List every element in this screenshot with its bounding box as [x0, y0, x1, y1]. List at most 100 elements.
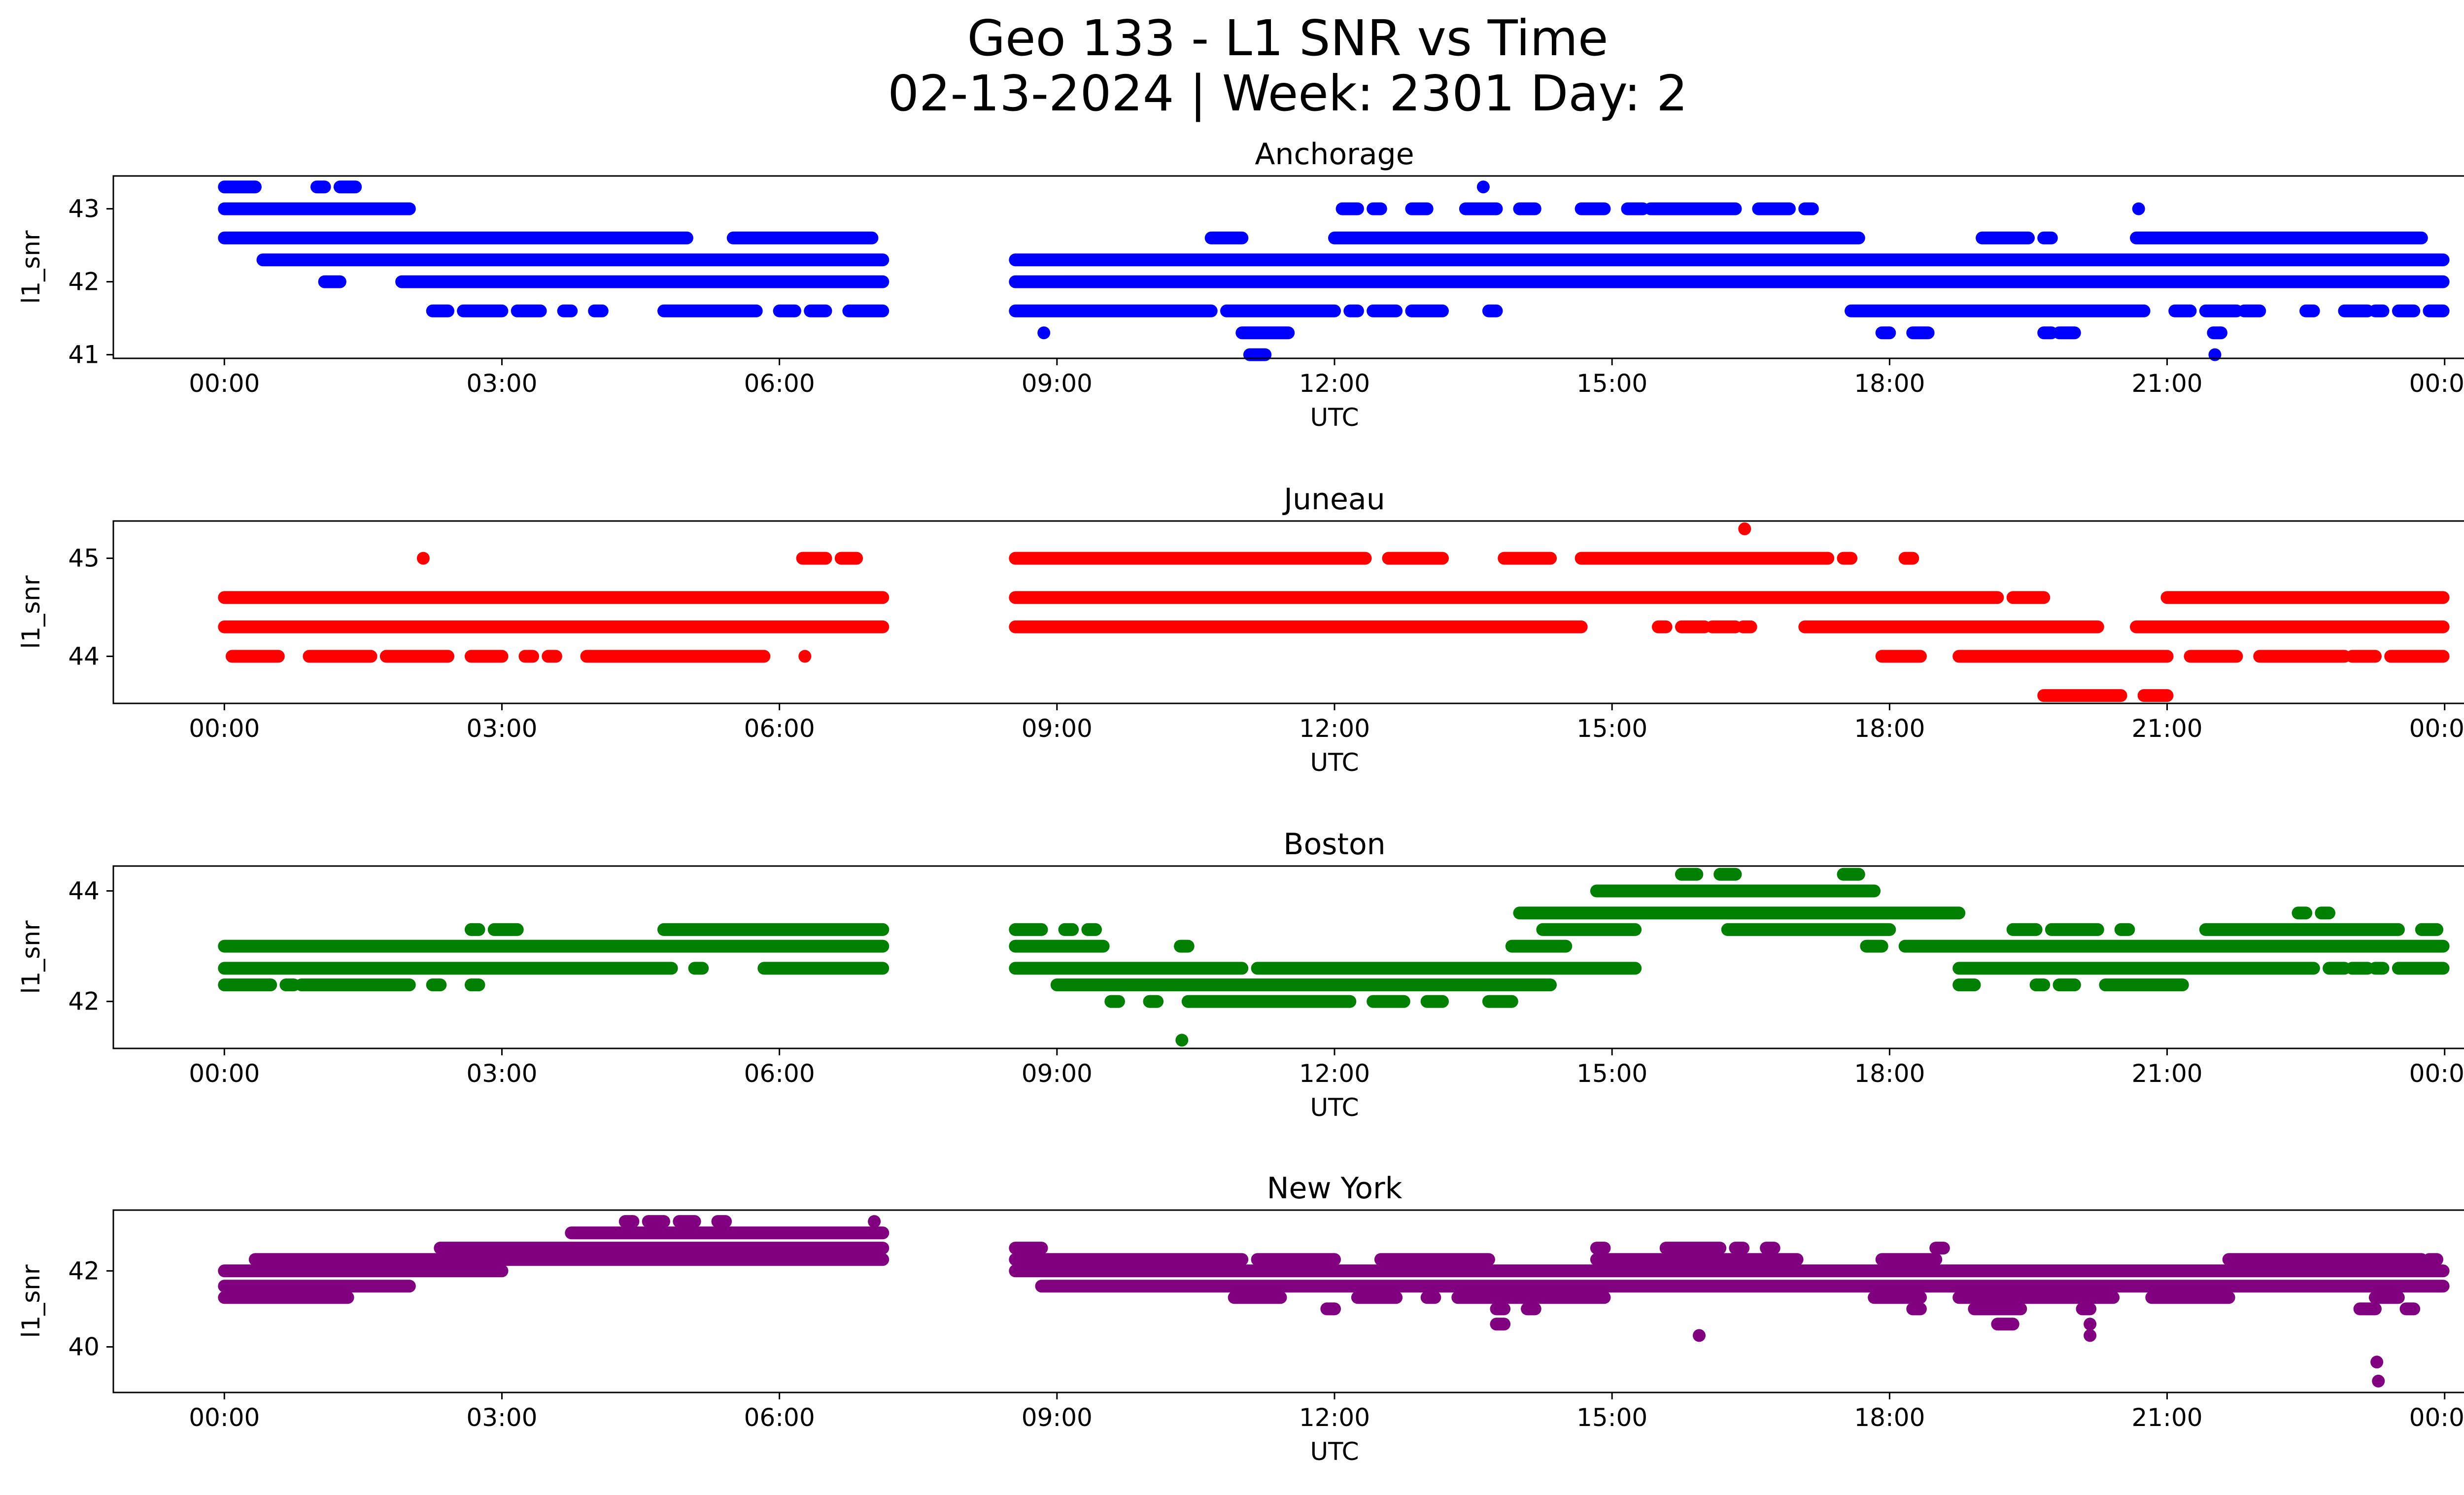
x-tick-label: 18:00 — [1854, 369, 1925, 398]
x-tick-label: 00:00 — [189, 1059, 260, 1088]
data-point-run — [1335, 202, 1364, 215]
data-point-run — [804, 304, 832, 317]
data-point-run — [1952, 1291, 2120, 1304]
data-point-run — [1009, 923, 1048, 936]
plot-frame — [112, 520, 2464, 704]
data-point-run — [2392, 304, 2421, 317]
x-tick-label: 00:00 — [189, 369, 260, 398]
series-boston — [218, 868, 2450, 1047]
x-tick-label: 12:00 — [1299, 1059, 1370, 1088]
data-point-run — [1521, 1302, 1541, 1316]
data-point-run — [1721, 923, 1896, 936]
data-point — [1738, 522, 1751, 535]
data-point-run — [2346, 962, 2374, 975]
data-point-run — [1050, 978, 1557, 992]
data-point-run — [511, 304, 547, 317]
series-new-york — [218, 1215, 2450, 1388]
data-point-run — [218, 180, 262, 194]
data-point-run — [2168, 304, 2197, 317]
data-point-run — [1035, 1280, 2450, 1293]
data-point-run — [1644, 202, 1742, 215]
x-tick-label: 06:00 — [744, 1403, 815, 1432]
x-tick-label: 12:00 — [1299, 714, 1370, 743]
data-point-run — [1009, 1264, 2450, 1278]
data-point-run — [1251, 962, 1642, 975]
x-axis-label: UTC — [1310, 748, 1359, 777]
data-point-run — [2399, 1302, 2421, 1316]
data-point-run — [2353, 1302, 2382, 1316]
data-point-run — [673, 1215, 701, 1228]
x-tick-label: 15:00 — [1576, 714, 1647, 743]
data-point-run — [1181, 995, 1357, 1008]
data-point-run — [218, 939, 890, 953]
data-point — [1037, 326, 1051, 340]
data-point-run — [1343, 304, 1364, 317]
y-axis-label: l1_snr — [17, 575, 45, 649]
data-point-run — [1976, 231, 2035, 244]
data-point-run — [1536, 923, 1642, 936]
figure-title-line-1: Geo 133 - L1 SNR vs Time — [967, 9, 1608, 67]
x-tick-label: 03:00 — [466, 714, 537, 743]
data-point-run — [557, 304, 578, 317]
data-point — [1175, 1034, 1189, 1047]
data-point-run — [333, 180, 362, 194]
data-point-run — [1251, 1253, 1341, 1266]
data-point-run — [1875, 326, 1896, 340]
data-point-run — [1675, 620, 1711, 633]
data-point-run — [2368, 962, 2390, 975]
data-point-run — [1798, 620, 2104, 633]
data-point — [2370, 1356, 2384, 1369]
data-point-run — [1405, 304, 1449, 317]
x-tick-label: 00:00 — [2409, 1059, 2464, 1088]
x-tick-label: 12:00 — [1299, 1403, 1370, 1432]
data-point-run — [2338, 304, 2374, 317]
data-point-run — [1906, 1302, 1927, 1316]
data-point-run — [434, 1242, 890, 1255]
data-point-run — [464, 650, 509, 663]
data-point-run — [1382, 552, 1449, 565]
data-point-run — [565, 1226, 890, 1240]
data-point-run — [657, 923, 890, 936]
data-point-run — [295, 978, 416, 992]
data-point-run — [657, 304, 763, 317]
data-point-run — [1204, 231, 1249, 244]
x-tick-label: 06:00 — [744, 369, 815, 398]
data-point-run — [2368, 1291, 2405, 1304]
data-point-run — [1009, 591, 2004, 604]
data-point-run — [1482, 995, 1518, 1008]
data-point-run — [757, 962, 890, 975]
data-point-run — [618, 1215, 640, 1228]
data-point-run — [1143, 995, 1164, 1008]
data-point-run — [218, 591, 890, 604]
subplot-title: New York — [1267, 1171, 1403, 1206]
data-point-run — [1845, 304, 2151, 317]
data-point-run — [1590, 1253, 1804, 1266]
data-point-run — [1505, 939, 1573, 953]
data-point-run — [218, 1280, 416, 1293]
x-tick-label: 15:00 — [1576, 1403, 1647, 1432]
data-point-run — [2423, 1253, 2443, 1266]
data-point-run — [1952, 978, 1981, 992]
data-point — [798, 650, 812, 663]
data-point-run — [1482, 304, 1503, 317]
data-point-run — [2392, 962, 2450, 975]
data-point-run — [1837, 868, 1865, 881]
data-point-run — [218, 1291, 354, 1304]
data-point-run — [218, 978, 277, 992]
data-point-run — [1420, 1291, 1441, 1304]
x-tick-label: 03:00 — [466, 1403, 537, 1432]
data-point-run — [1898, 552, 1919, 565]
x-tick-label: 21:00 — [2131, 1059, 2202, 1088]
data-point-run — [1220, 304, 1341, 317]
y-axis-label: l1_snr — [17, 230, 45, 304]
data-point-run — [1009, 620, 1588, 633]
data-point-run — [1420, 995, 1449, 1008]
data-point-run — [1968, 1302, 2027, 1316]
data-point-run — [2160, 591, 2450, 604]
x-tick-label: 06:00 — [744, 714, 815, 743]
data-point-run — [1405, 202, 1434, 215]
data-point-run — [1837, 552, 1858, 565]
data-point — [1693, 1329, 1706, 1342]
data-point-run — [1367, 304, 1403, 317]
